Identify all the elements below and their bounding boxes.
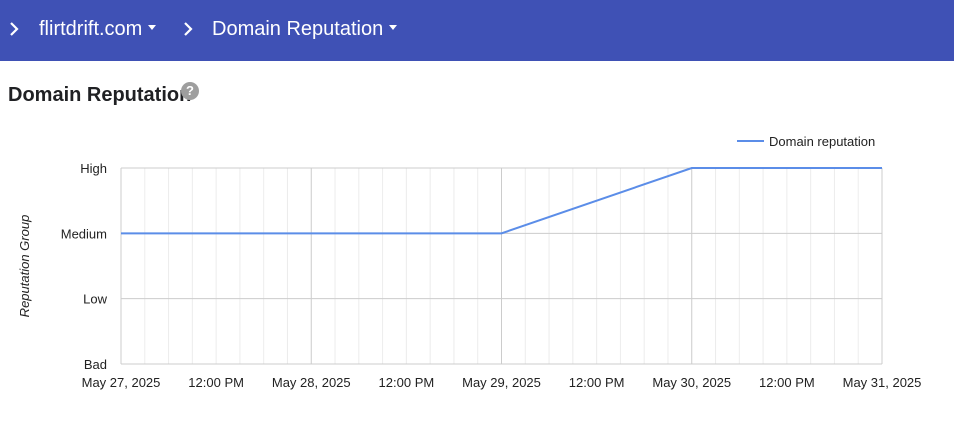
breadcrumb-dashboard-selector[interactable]: Domain Reputation — [212, 16, 398, 42]
y-axis-title: Reputation Group — [17, 215, 32, 318]
y-tick-label: Medium — [61, 226, 107, 241]
chevron-right-icon[interactable] — [8, 19, 20, 39]
caret-down-icon — [389, 25, 398, 31]
help-circle-icon[interactable]: ? — [181, 82, 199, 100]
x-tick-label: 12:00 PM — [379, 375, 435, 390]
breadcrumb-domain-selector[interactable]: flirtdrift.com — [39, 16, 157, 42]
y-tick-label: Bad — [84, 357, 107, 372]
x-tick-label: May 28, 2025 — [272, 375, 351, 390]
y-tick-label: Low — [83, 292, 107, 307]
chevron-right-icon — [184, 22, 193, 36]
top-app-bar: flirtdrift.com Domain Reputation — [0, 0, 954, 61]
x-tick-label: 12:00 PM — [759, 375, 815, 390]
y-tick-label: High — [80, 161, 107, 176]
page-title: Domain Reputation — [8, 84, 192, 106]
x-tick-label: 12:00 PM — [569, 375, 625, 390]
x-tick-label: 12:00 PM — [188, 375, 244, 390]
x-tick-label: May 30, 2025 — [652, 375, 731, 390]
breadcrumb-dashboard-label: Domain Reputation — [212, 18, 384, 40]
legend-label: Domain reputation — [769, 134, 875, 149]
caret-down-icon — [148, 25, 157, 31]
breadcrumb-domain-label: flirtdrift.com — [39, 18, 143, 40]
x-tick-label: May 31, 2025 — [843, 375, 922, 390]
x-tick-label: May 29, 2025 — [462, 375, 541, 390]
x-tick-label: May 27, 2025 — [82, 375, 161, 390]
reputation-chart: Bad Low Medium High May 27, 2025 12:00 PM May … — [17, 134, 922, 390]
